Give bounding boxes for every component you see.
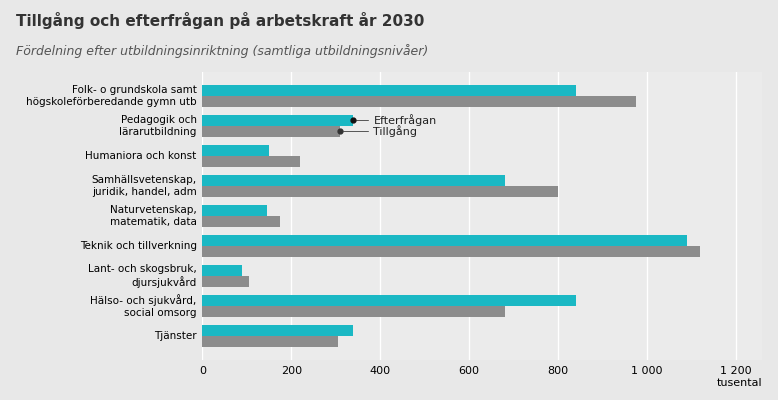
Bar bbox=[202, 295, 576, 306]
Bar bbox=[202, 336, 338, 347]
Bar bbox=[202, 175, 505, 186]
Text: Tillgång: Tillgång bbox=[343, 126, 418, 138]
Bar bbox=[202, 216, 280, 227]
Text: Fördelning efter utbildningsinriktning (samtliga utbildningsnivåer): Fördelning efter utbildningsinriktning (… bbox=[16, 44, 428, 58]
Bar bbox=[202, 246, 700, 257]
Bar bbox=[202, 115, 353, 126]
Bar bbox=[202, 325, 353, 336]
Bar bbox=[202, 145, 269, 156]
Bar bbox=[202, 235, 687, 246]
Bar bbox=[202, 96, 636, 107]
Bar bbox=[202, 126, 340, 137]
Bar bbox=[202, 85, 576, 96]
Text: Tillgång och efterfrågan på arbetskraft år 2030: Tillgång och efterfrågan på arbetskraft … bbox=[16, 12, 424, 29]
Bar bbox=[202, 156, 300, 167]
Bar bbox=[202, 186, 558, 197]
X-axis label: tusental: tusental bbox=[717, 378, 762, 388]
Bar bbox=[202, 306, 505, 317]
Bar bbox=[202, 276, 249, 287]
Bar bbox=[202, 205, 267, 216]
Bar bbox=[202, 265, 242, 276]
Text: Efterfrågan: Efterfrågan bbox=[356, 114, 436, 126]
